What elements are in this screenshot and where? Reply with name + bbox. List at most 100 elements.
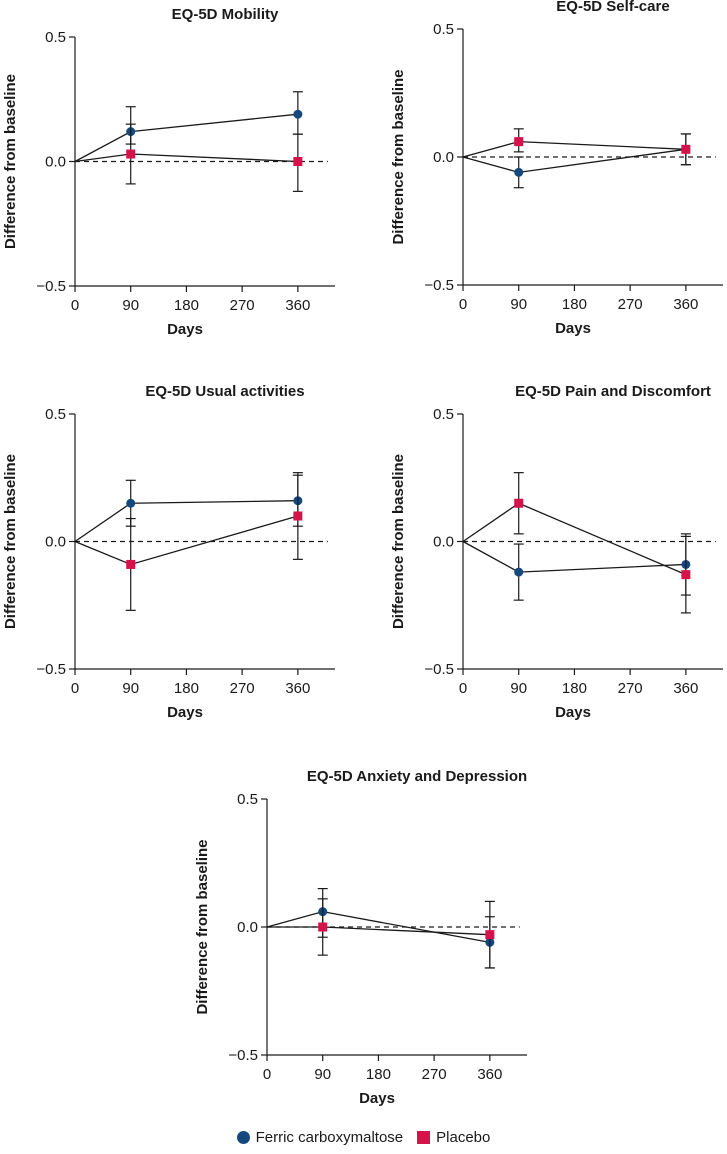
data-point-placebo xyxy=(514,137,524,147)
series-placebo xyxy=(462,472,691,614)
legend-label-fcm: Ferric carboxymaltose xyxy=(255,1128,404,1146)
y-tick-label: 0.0 xyxy=(433,149,454,166)
x-tick-label: 180 xyxy=(174,680,199,697)
x-tick-label: 180 xyxy=(562,680,587,697)
data-point-fcm xyxy=(126,498,136,508)
series-fcm xyxy=(462,533,691,601)
legend-circle-marker xyxy=(236,1130,250,1144)
x-axis-label: Days xyxy=(167,321,203,338)
data-point-placebo xyxy=(681,144,691,154)
x-tick-label: 0 xyxy=(71,680,79,697)
x-axis-label: Days xyxy=(555,320,591,337)
chart-panel-1: EQ-5D Mobility −0.5 0.0 0.5 0 90 180 270 360 Days… xyxy=(2,6,335,338)
series-line xyxy=(462,540,686,573)
y-axis-label: Difference from baseline xyxy=(194,839,211,1014)
series-placebo xyxy=(462,128,691,166)
x-axis-label: Days xyxy=(359,1090,395,1107)
series-fcm xyxy=(266,887,495,969)
x-tick-label: 90 xyxy=(510,680,527,697)
series-fcm xyxy=(462,133,691,189)
chart-title: EQ-5D Usual activities xyxy=(145,383,304,400)
series-line xyxy=(74,515,299,566)
y-tick-label: −0.5 xyxy=(228,1047,258,1064)
x-tick-label: 0 xyxy=(459,296,467,313)
legend-item-fcm: Ferric carboxymaltose xyxy=(236,1128,404,1146)
y-tick-label: 0.5 xyxy=(237,791,258,808)
x-tick-label: 180 xyxy=(562,296,587,313)
chart-panel-3: EQ-5D Usual activities −0.5 0.0 0.5 0 90 180 27… xyxy=(2,383,335,721)
y-tick-label: 0.0 xyxy=(45,534,66,551)
series-line xyxy=(462,502,687,576)
data-point-placebo xyxy=(126,149,136,159)
data-point-placebo xyxy=(293,511,303,521)
data-point-placebo xyxy=(681,570,691,580)
x-tick-label: 90 xyxy=(122,297,139,314)
x-tick-label: 360 xyxy=(285,297,310,314)
data-point-placebo xyxy=(318,922,328,932)
legend-item-placebo: Placebo xyxy=(417,1129,490,1146)
x-tick-label: 270 xyxy=(618,296,643,313)
x-tick-label: 360 xyxy=(673,296,698,313)
x-tick-label: 0 xyxy=(263,1066,271,1083)
legend-square-marker xyxy=(417,1130,431,1144)
y-tick-label: 0.5 xyxy=(433,21,454,38)
x-tick-label: 270 xyxy=(230,680,255,697)
y-tick-label: −0.5 xyxy=(424,277,454,294)
legend: Ferric carboxymaltose Placebo xyxy=(0,1126,727,1148)
y-tick-label: 0.0 xyxy=(237,919,258,936)
x-tick-label: 90 xyxy=(510,296,527,313)
x-axis-label: Days xyxy=(167,704,203,721)
chart-title: EQ-5D Mobility xyxy=(172,6,279,23)
legend-label-placebo: Placebo xyxy=(436,1128,491,1146)
data-point-placebo xyxy=(126,559,136,569)
x-tick-label: 180 xyxy=(174,297,199,314)
y-axis-label: Difference from baseline xyxy=(2,74,19,249)
chart-title: EQ-5D Self-care xyxy=(556,0,669,15)
x-tick-label: 360 xyxy=(673,680,698,697)
y-tick-label: −0.5 xyxy=(424,661,454,678)
y-tick-label: 0.0 xyxy=(45,154,66,171)
series-fcm xyxy=(74,91,303,163)
series-line xyxy=(74,500,298,543)
x-tick-label: 0 xyxy=(71,297,79,314)
series-placebo xyxy=(267,898,495,969)
data-point-fcm xyxy=(293,109,303,119)
x-tick-label: 270 xyxy=(422,1066,447,1083)
data-point-fcm xyxy=(514,567,524,577)
y-tick-label: −0.5 xyxy=(36,661,66,678)
x-tick-label: 0 xyxy=(459,680,467,697)
y-tick-label: −0.5 xyxy=(36,278,66,295)
x-tick-label: 360 xyxy=(477,1066,502,1083)
data-point-placebo xyxy=(514,498,524,508)
chart-panel-5: EQ-5D Anxiety and Depression −0.5 0.0 0.5 0 9… xyxy=(194,768,527,1107)
y-axis-label: Difference from baseline xyxy=(390,69,407,244)
series-fcm xyxy=(74,472,303,543)
y-tick-label: 0.0 xyxy=(433,534,454,551)
series-line xyxy=(74,113,298,163)
series-placebo xyxy=(74,474,303,611)
x-tick-label: 180 xyxy=(366,1066,391,1083)
series-placebo xyxy=(74,123,303,192)
x-tick-label: 90 xyxy=(314,1066,331,1083)
y-tick-label: 0.5 xyxy=(45,29,66,46)
x-axis-label: Days xyxy=(555,704,591,721)
series-line xyxy=(74,153,298,163)
y-axis-label: Difference from baseline xyxy=(390,454,407,629)
x-tick-label: 90 xyxy=(122,680,139,697)
chart-panel-4: EQ-5D Pain and Discomfort −0.5 0.0 0.5 0 90 18… xyxy=(390,383,723,721)
x-tick-label: 360 xyxy=(285,680,310,697)
chart-title: EQ-5D Pain and Discomfort xyxy=(515,383,711,400)
y-tick-label: 0.5 xyxy=(433,406,454,423)
series-line xyxy=(462,148,686,174)
y-axis-label: Difference from baseline xyxy=(2,454,19,629)
series-line xyxy=(462,140,686,158)
data-point-placebo xyxy=(485,930,495,940)
x-tick-label: 270 xyxy=(230,297,255,314)
chart-panel-2: EQ-5D Self-care −0.5 0.0 0.5 0 90 180 270 360 Day… xyxy=(390,0,723,337)
y-tick-label: 0.5 xyxy=(45,406,66,423)
data-point-placebo xyxy=(293,157,303,166)
data-point-fcm xyxy=(514,167,524,177)
x-tick-label: 270 xyxy=(618,680,643,697)
